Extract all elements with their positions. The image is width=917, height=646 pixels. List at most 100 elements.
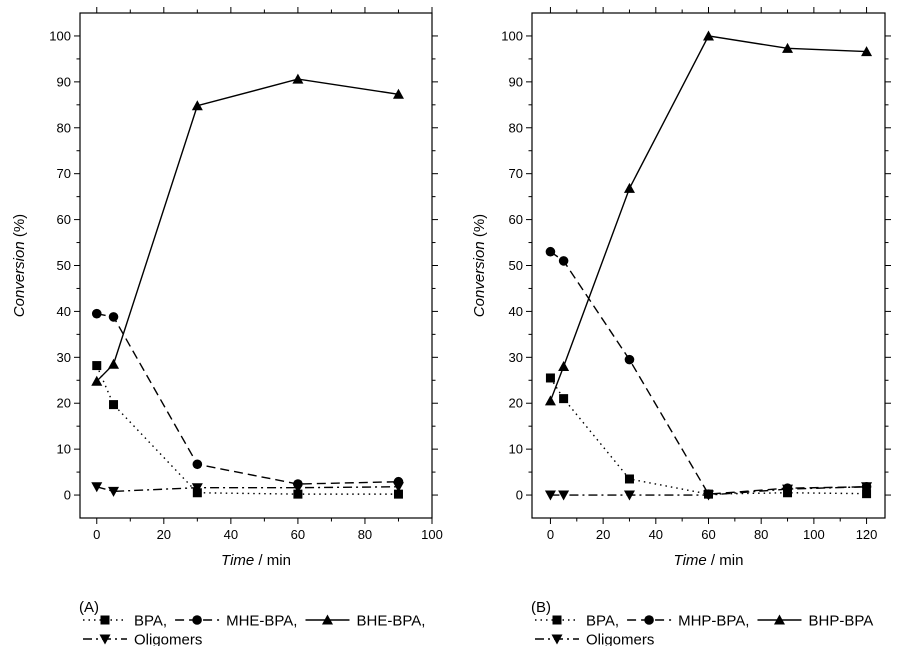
legend-marker	[551, 634, 563, 645]
y-tick-label: 90	[509, 74, 523, 89]
y-tick-label: 0	[516, 488, 523, 503]
y-tick-label: 20	[509, 396, 523, 411]
legend-marker	[321, 614, 333, 625]
legend-label: BPA,	[134, 613, 167, 630]
data-point	[192, 459, 203, 470]
x-tick-label: 60	[291, 527, 305, 542]
legend-marker	[99, 634, 111, 645]
legend-label: MHE-BPA,	[226, 613, 297, 630]
data-point	[108, 312, 119, 322]
legend-item: BPA,	[83, 613, 167, 630]
data-point	[91, 482, 103, 493]
series-oligomers	[91, 482, 404, 497]
legend-marker	[644, 615, 654, 625]
data-point	[293, 489, 303, 499]
series-mhe-bpa	[91, 308, 404, 489]
data-point	[862, 489, 872, 499]
y-tick-label: 60	[57, 212, 71, 227]
data-point	[544, 490, 556, 501]
panel-label: (A)	[79, 599, 99, 616]
data-point	[393, 489, 403, 499]
y-tick-label: 30	[509, 350, 523, 365]
legend-item: MHP-BPA,	[627, 613, 749, 630]
y-tick-label: 10	[57, 442, 71, 457]
series-line	[550, 486, 867, 496]
data-point	[558, 361, 570, 371]
x-tick-label: 80	[754, 527, 768, 542]
data-point	[545, 246, 556, 257]
y-tick-label: 10	[509, 442, 523, 457]
data-point	[92, 361, 102, 371]
y-tick-label: 100	[49, 28, 71, 43]
data-point	[624, 474, 634, 484]
x-axis-title: Time / min	[674, 552, 744, 569]
plot-frame	[531, 12, 886, 519]
series-oligomers	[544, 482, 873, 501]
legend-marker	[100, 615, 110, 625]
x-tick-label: 0	[93, 527, 100, 542]
data-point	[624, 354, 635, 365]
y-tick-label: 100	[501, 28, 523, 43]
x-tick-label: 20	[596, 527, 610, 542]
x-tick-label: 60	[701, 527, 715, 542]
legend-item: BPA,	[535, 613, 619, 630]
x-tick-label: 100	[421, 527, 443, 542]
x-tick-label: 100	[803, 527, 825, 542]
data-point	[292, 483, 304, 494]
legend-label: BPA,	[586, 613, 619, 630]
series-line	[550, 251, 867, 495]
data-point	[558, 490, 570, 501]
series-line	[96, 365, 399, 495]
x-tick-label: 40	[649, 527, 663, 542]
data-point	[392, 482, 404, 493]
y-tick-label: 40	[509, 304, 523, 319]
data-point	[861, 46, 873, 57]
series-line	[96, 313, 399, 485]
series-line	[96, 486, 399, 493]
x-axis-title: Time / min	[221, 552, 291, 569]
data-point	[703, 490, 714, 501]
series-line	[549, 35, 867, 402]
series-line	[549, 377, 867, 495]
data-point	[392, 88, 404, 99]
legend: BPA, MHE-BPA, BHE-BPA, Oligomers	[83, 613, 425, 646]
y-tick-label: 80	[509, 120, 523, 135]
plot-frame	[79, 12, 433, 519]
y-tick-label: 40	[57, 304, 71, 319]
data-point	[559, 394, 569, 404]
legend-label: BHP-BPA	[808, 613, 873, 630]
legend-label: BHE-BPA,	[356, 613, 425, 630]
x-tick-label: 40	[224, 527, 238, 542]
x-tick-label: 0	[547, 527, 554, 542]
legend-item: Oligomers	[83, 632, 202, 646]
y-tick-label: 70	[57, 166, 71, 181]
series-bpa	[92, 361, 403, 499]
data-point	[91, 375, 103, 386]
data-point	[623, 490, 635, 501]
legend-label: Oligomers	[134, 632, 202, 646]
legend-item: MHE-BPA,	[175, 613, 297, 630]
series-line	[96, 78, 399, 382]
panel-label: (B)	[531, 599, 551, 616]
data-point	[292, 73, 304, 84]
data-point	[191, 483, 203, 494]
legend-item: Oligomers	[535, 632, 654, 646]
legend-marker	[773, 614, 785, 625]
y-tick-label: 70	[509, 166, 523, 181]
x-tick-label: 80	[358, 527, 372, 542]
data-point	[782, 484, 794, 495]
y-tick-label: 60	[509, 212, 523, 227]
chart-panel-b: 0 20 40 60 80 100 120 0 10 20 30 40 50 60 70 80 90 100 Tim…	[471, 7, 891, 646]
data-point	[545, 373, 555, 383]
data-point	[109, 400, 119, 410]
legend: BPA, MHP-BPA, BHP-BPA Oligomers	[535, 613, 873, 646]
data-point	[544, 395, 556, 406]
legend-label: Oligomers	[586, 632, 654, 646]
data-point	[558, 256, 569, 266]
y-tick-label: 20	[57, 396, 71, 411]
legend-marker	[192, 615, 202, 625]
y-tick-label: 30	[57, 350, 71, 365]
data-point	[191, 100, 203, 111]
y-axis-title: Conversion (%)	[471, 214, 488, 317]
y-tick-label: 50	[57, 258, 71, 273]
